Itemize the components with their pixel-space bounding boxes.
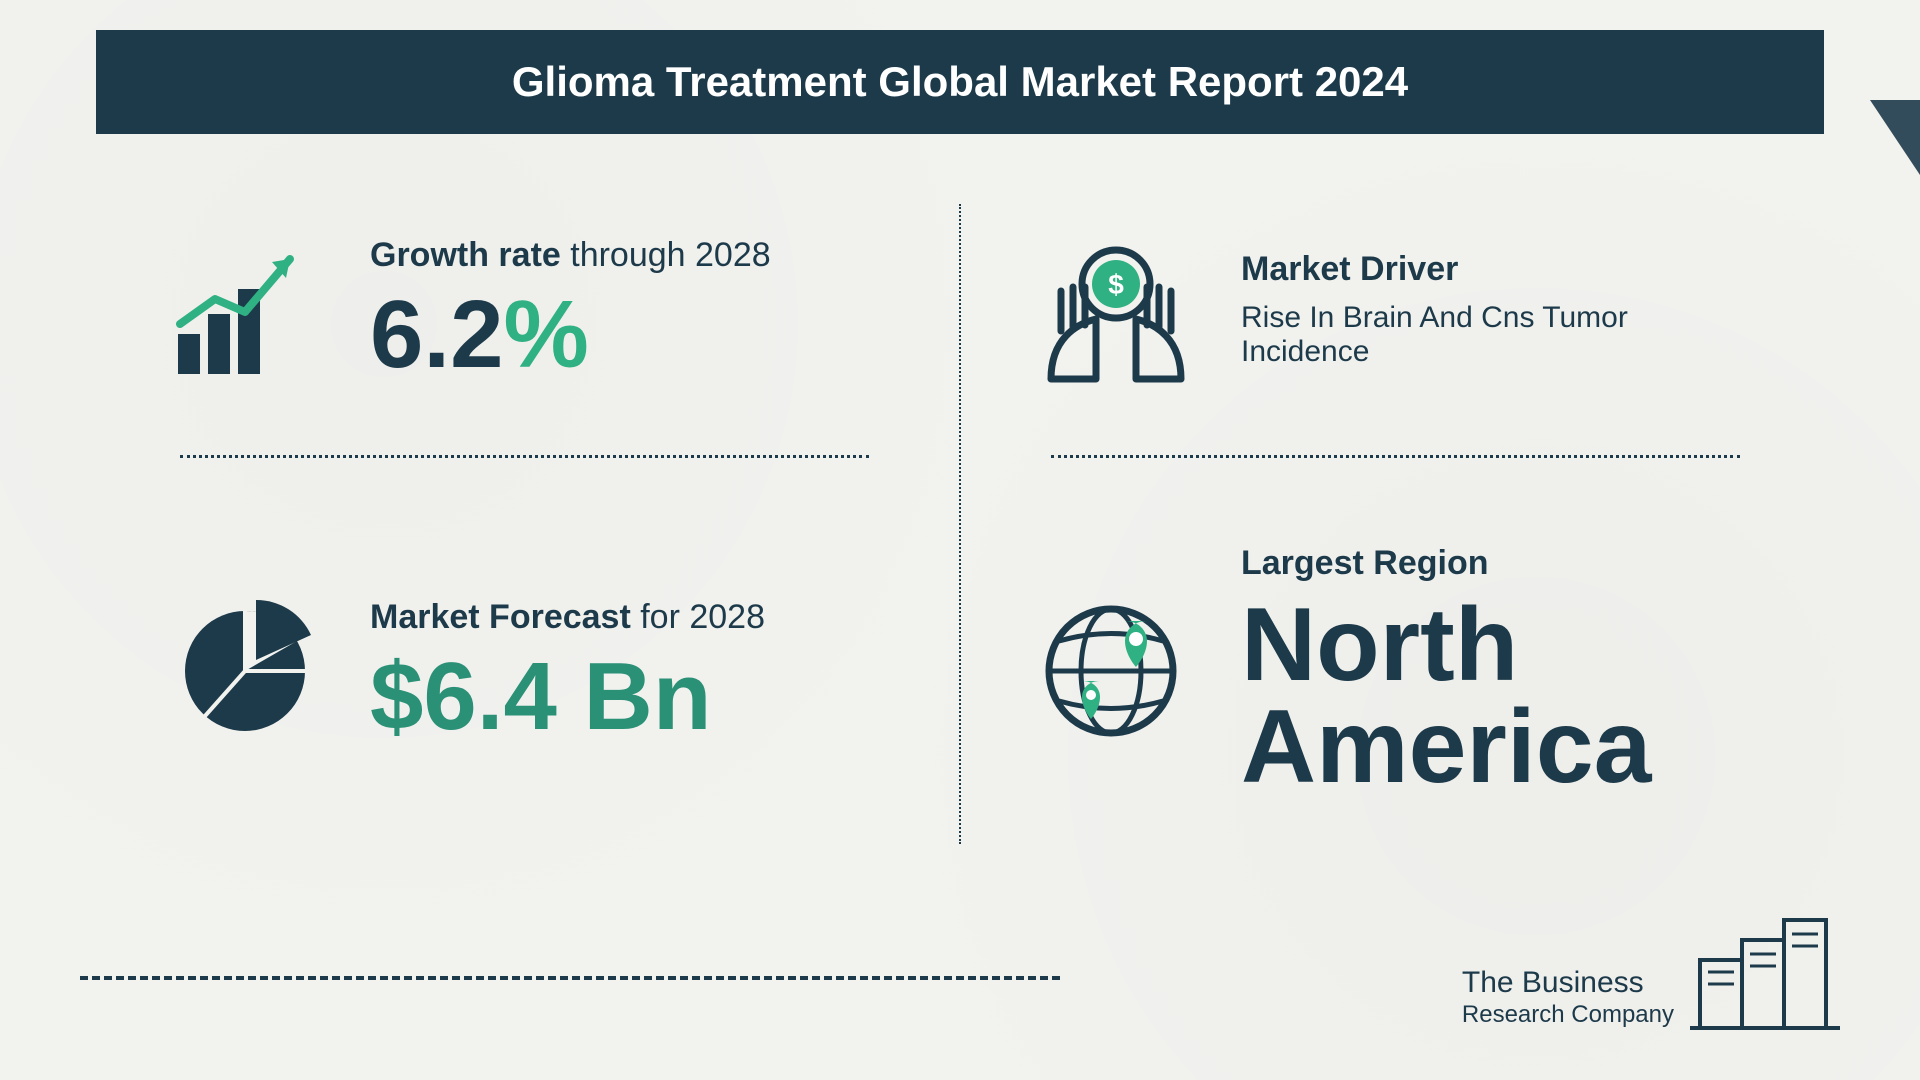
forecast-suffix: Bn xyxy=(557,643,712,750)
forecast-label-rest: for 2028 xyxy=(631,598,765,636)
h-divider-right xyxy=(1051,455,1740,489)
growth-label-rest: through 2028 xyxy=(561,236,771,274)
growth-label-bold: Growth rate xyxy=(370,236,561,274)
buildings-icon xyxy=(1690,910,1840,1030)
driver-cell: $ Market Driver Rise In Brain And Cns Tu… xyxy=(1021,194,1770,435)
growth-value-main: 6.2 xyxy=(370,281,503,388)
logo-line1: The Business xyxy=(1462,965,1674,1001)
forecast-main: 6.4 xyxy=(423,643,556,750)
growth-label: Growth rate through 2028 xyxy=(370,236,889,275)
forecast-cell: Market Forecast for 2028 $6.4 Bn xyxy=(150,508,899,844)
report-title: Glioma Treatment Global Market Report 20… xyxy=(512,58,1408,105)
driver-text: Rise In Brain And Cns Tumor Incidence xyxy=(1241,301,1760,369)
driver-label-text: Market Driver xyxy=(1241,250,1458,288)
region-label-text: Largest Region xyxy=(1241,544,1488,582)
region-line2: America xyxy=(1241,689,1651,805)
forecast-prefix: $ xyxy=(370,643,423,750)
pie-chart-icon xyxy=(160,596,330,746)
forecast-label: Market Forecast for 2028 xyxy=(370,598,889,637)
logo-line2: Research Company xyxy=(1462,1001,1674,1030)
region-line1: North xyxy=(1241,587,1518,703)
money-hands-icon: $ xyxy=(1031,229,1201,389)
svg-text:$: $ xyxy=(1108,269,1124,300)
region-cell: Largest Region North America xyxy=(1021,508,1770,844)
report-title-bar: Glioma Treatment Global Market Report 20… xyxy=(96,30,1824,134)
forecast-label-bold: Market Forecast xyxy=(370,598,631,636)
bottom-dashed-line xyxy=(80,976,1060,980)
vertical-divider xyxy=(959,204,961,844)
driver-label: Market Driver xyxy=(1241,250,1760,289)
region-label: Largest Region xyxy=(1241,544,1760,583)
company-logo: The Business Research Company xyxy=(1462,910,1840,1030)
growth-chart-icon xyxy=(160,234,330,384)
h-divider-left xyxy=(180,455,869,489)
forecast-value: $6.4 Bn xyxy=(370,649,889,745)
growth-value-suffix: % xyxy=(503,281,588,388)
growth-value: 6.2% xyxy=(370,287,889,383)
growth-cell: Growth rate through 2028 6.2% xyxy=(150,194,899,435)
region-value: North America xyxy=(1241,595,1760,799)
globe-pin-icon xyxy=(1031,586,1201,756)
corner-accent xyxy=(1870,100,1920,190)
